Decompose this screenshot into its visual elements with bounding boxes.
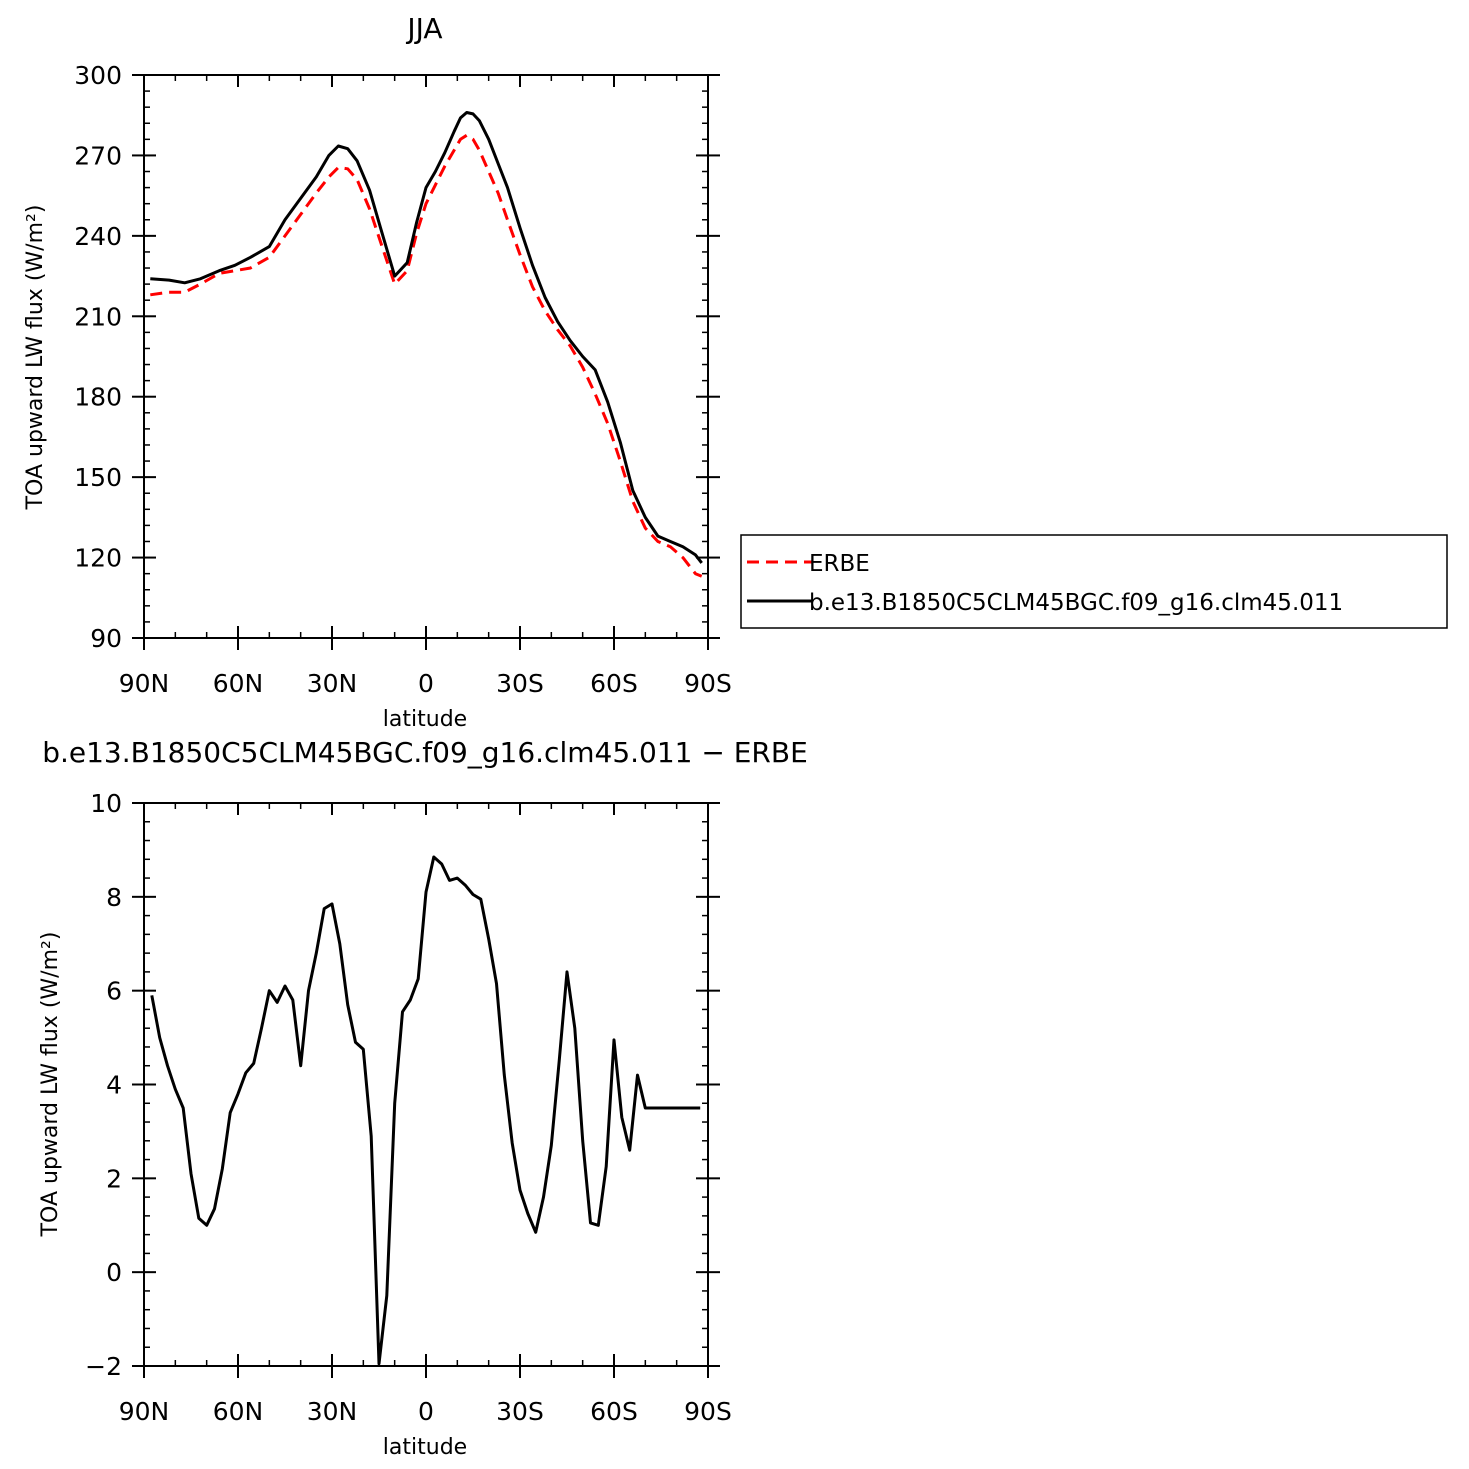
- bottom-chart-title: b.e13.B1850C5CLM45BGC.f09_g16.clm45.011 …: [42, 736, 808, 769]
- y-tick-label: 300: [74, 61, 122, 90]
- y-tick-label: 210: [74, 302, 122, 331]
- y-tick-label: 180: [74, 383, 122, 412]
- x-tick-label: 30N: [307, 1397, 358, 1426]
- y-tick-label: 90: [90, 624, 122, 653]
- bottom-axis-ticks: [132, 802, 720, 1378]
- x-tick-label: 60N: [213, 669, 264, 698]
- y-tick-label: 0: [106, 1258, 122, 1287]
- y-tick-label: 4: [106, 1071, 122, 1100]
- top-x-axis-label: latitude: [383, 707, 467, 732]
- x-tick-label: 30N: [307, 669, 358, 698]
- legend-erbe-label: ERBE: [809, 551, 870, 577]
- top-axis-ticks: [132, 74, 720, 650]
- y-tick-label: 240: [74, 222, 122, 251]
- bottom-y-axis-label: TOA upward LW flux (W/m²): [38, 932, 63, 1238]
- x-tick-label: 0: [418, 669, 434, 698]
- bottom-x-tick-labels: 90N 60N 30N 0 30S 60S 90S: [119, 1397, 732, 1426]
- bottom-x-axis-label: latitude: [383, 1435, 467, 1460]
- x-tick-label: 30S: [496, 669, 544, 698]
- y-tick-label: 10: [90, 789, 122, 818]
- top-series-lines: [150, 111, 703, 578]
- bottom-panel: b.e13.B1850C5CLM45BGC.f09_g16.clm45.011 …: [38, 736, 808, 1460]
- top-panel: JJA 90N 60N 30N 0 30S 60S 90S 90 120 150 180 210 24…: [23, 12, 1448, 732]
- y-tick-label: 2: [106, 1164, 122, 1193]
- legend: ERBE b.e13.B1850C5CLM45BGC.f09_g16.clm45…: [740, 534, 1448, 629]
- x-tick-label: 90S: [684, 669, 732, 698]
- x-tick-label: 90N: [119, 669, 170, 698]
- series-line-2: [150, 111, 703, 564]
- x-tick-label: 60N: [213, 1397, 264, 1426]
- x-tick-label: 60S: [590, 1397, 638, 1426]
- x-tick-label: 30S: [496, 1397, 544, 1426]
- x-tick-label: 60S: [590, 669, 638, 698]
- y-tick-label: 120: [74, 544, 122, 573]
- bottom-series-lines: [150, 855, 701, 1366]
- legend-box: [740, 534, 1448, 629]
- y-tick-label: 150: [74, 463, 122, 492]
- series-line-1: [150, 855, 701, 1366]
- x-tick-label: 0: [418, 1397, 434, 1426]
- top-chart-title: JJA: [405, 12, 442, 45]
- top-y-axis-label: TOA upward LW flux (W/m²): [23, 205, 48, 511]
- y-tick-label: −2: [85, 1352, 122, 1381]
- legend-model-label: b.e13.B1850C5CLM45BGC.f09_g16.clm45.011: [809, 590, 1343, 616]
- top-x-tick-labels: 90N 60N 30N 0 30S 60S 90S: [119, 669, 732, 698]
- x-tick-label: 90S: [684, 1397, 732, 1426]
- series-line-1: [150, 133, 703, 578]
- x-tick-label: 90N: [119, 1397, 170, 1426]
- y-tick-label: 270: [74, 141, 122, 170]
- y-tick-label: 6: [106, 977, 122, 1006]
- top-plot-frame: [143, 74, 709, 639]
- y-tick-label: 8: [106, 883, 122, 912]
- top-y-tick-labels: 90 120 150 180 210 240 270 300: [74, 61, 122, 653]
- bottom-y-tick-labels: −2 0 2 4 6 8 10: [85, 789, 122, 1381]
